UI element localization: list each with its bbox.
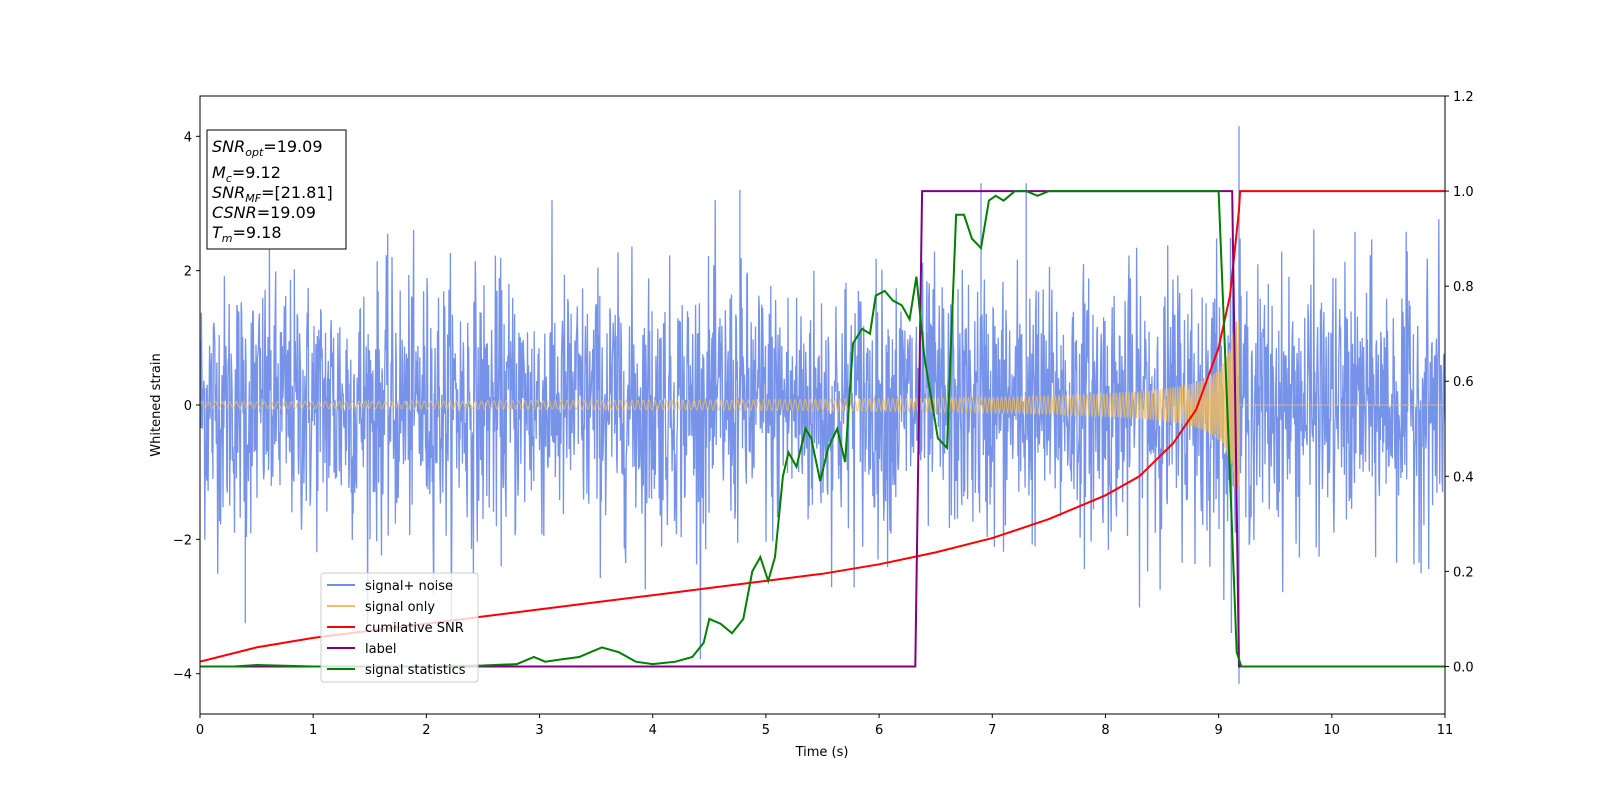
- y-tick-label: −2: [173, 533, 192, 548]
- series-signal-noise: [200, 126, 1445, 684]
- legend-label-label: label: [365, 642, 396, 657]
- info-snr-mf: SNRMF=[21.81]: [212, 183, 333, 205]
- info-snr-opt: SNRopt=19.09: [212, 137, 323, 159]
- y2-tick-label: 1.2: [1453, 90, 1474, 105]
- info-csnr: CSNR=19.09: [212, 203, 316, 222]
- y-tick-label: 4: [184, 130, 192, 145]
- y2-tick-label: 0.4: [1453, 470, 1474, 485]
- y-axis-label: Whitened strain: [149, 353, 164, 456]
- y-tick-label: 2: [184, 265, 192, 280]
- x-tick-label: 2: [422, 723, 430, 738]
- info-tm: Tm=9.18: [212, 223, 282, 245]
- legend-label-signal-noise: signal+ noise: [365, 579, 453, 594]
- legend: signal+ noise signal only cumilative SNR…: [320, 572, 479, 683]
- y-tick-label: −4: [173, 668, 192, 683]
- legend-label-signal-only: signal only: [365, 600, 435, 615]
- legend-label-cumulative-snr: cumilative SNR: [365, 621, 464, 636]
- y2-tick-label: 0.8: [1453, 280, 1474, 295]
- x-tick-label: 4: [649, 723, 657, 738]
- y2-tick-label: 0.6: [1453, 375, 1474, 390]
- x-tick-label: 11: [1437, 723, 1454, 738]
- x-tick-label: 7: [988, 723, 996, 738]
- x-axis-label: Time (s): [795, 745, 849, 760]
- x-tick-label: 0: [196, 723, 204, 738]
- x-tick-label: 3: [535, 723, 543, 738]
- x-tick-label: 10: [1324, 723, 1341, 738]
- y2-tick-label: 0.0: [1453, 660, 1474, 675]
- x-tick-label: 1: [309, 723, 317, 738]
- y-tick-label: 0: [184, 399, 192, 414]
- x-tick-label: 9: [1214, 723, 1222, 738]
- series-signal-statistics: [200, 190, 1445, 668]
- x-tick-label: 8: [1101, 723, 1109, 738]
- legend-label-signal-statistics: signal statistics: [365, 663, 466, 678]
- series-signal-only: [200, 321, 1445, 489]
- x-tick-label: 5: [762, 723, 770, 738]
- y2-tick-label: 1.0: [1453, 185, 1474, 200]
- info-box: SNRopt=19.09 Mc=9.12 SNRMF=[21.81] CSNR=…: [206, 129, 347, 250]
- x-tick-label: 6: [875, 723, 883, 738]
- y2-tick-label: 0.2: [1453, 565, 1474, 580]
- info-mc: Mc=9.12: [212, 163, 281, 185]
